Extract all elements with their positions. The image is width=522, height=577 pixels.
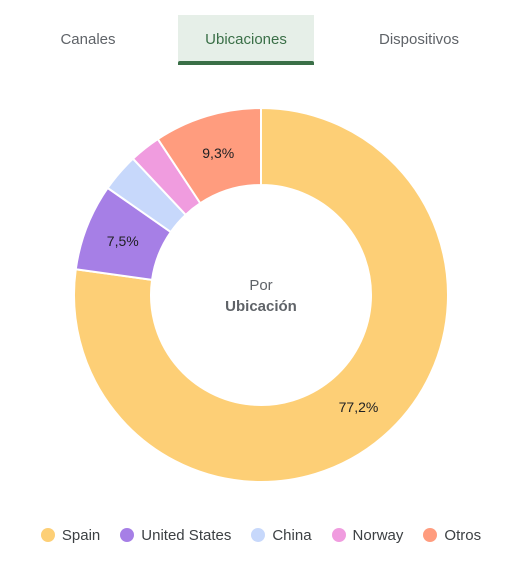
legend-swatch — [251, 528, 266, 542]
donut-chart: 77,2% 7,5% 9,3% Por Ubicación — [0, 90, 522, 510]
slice-spain[interactable] — [73, 106, 449, 483]
center-label-line1: Por — [249, 277, 272, 294]
legend-label: Norway — [352, 526, 404, 544]
legend-label: China — [272, 526, 312, 544]
slice-otros[interactable] — [156, 106, 262, 205]
donut-chart-svg: 77,2% 7,5% 9,3% Por Ubicación — [73, 106, 449, 483]
center-label-line2: Ubicación — [225, 298, 297, 315]
legend-item-united-states[interactable]: United States — [120, 527, 231, 544]
data-label-spain: 77,2% — [339, 399, 379, 415]
location-tabs: Canales Ubicaciones Dispositivos — [20, 15, 502, 65]
chart-legend: Spain United States China Norway Otros — [0, 520, 522, 550]
data-label-otros: 9,3% — [202, 145, 234, 161]
legend-item-spain[interactable]: Spain — [40, 526, 101, 544]
tab-dispositivos[interactable]: Dispositivos — [378, 30, 460, 48]
tab-canales[interactable]: Canales — [60, 30, 116, 48]
tab-ubicaciones[interactable]: Ubicaciones — [178, 15, 314, 65]
legend-item-china[interactable]: China — [251, 526, 312, 544]
legend-swatch — [120, 528, 135, 542]
legend-swatch — [40, 528, 55, 542]
data-label-united-states: 7,5% — [107, 233, 139, 249]
legend-item-norway[interactable]: Norway — [331, 526, 404, 544]
legend-label: Spain — [61, 526, 101, 544]
legend-label: Otros — [444, 526, 482, 544]
legend-item-otros[interactable]: Otros — [423, 527, 481, 544]
legend-label: United States — [141, 526, 232, 544]
legend-swatch — [423, 528, 438, 542]
legend-swatch — [331, 528, 346, 542]
